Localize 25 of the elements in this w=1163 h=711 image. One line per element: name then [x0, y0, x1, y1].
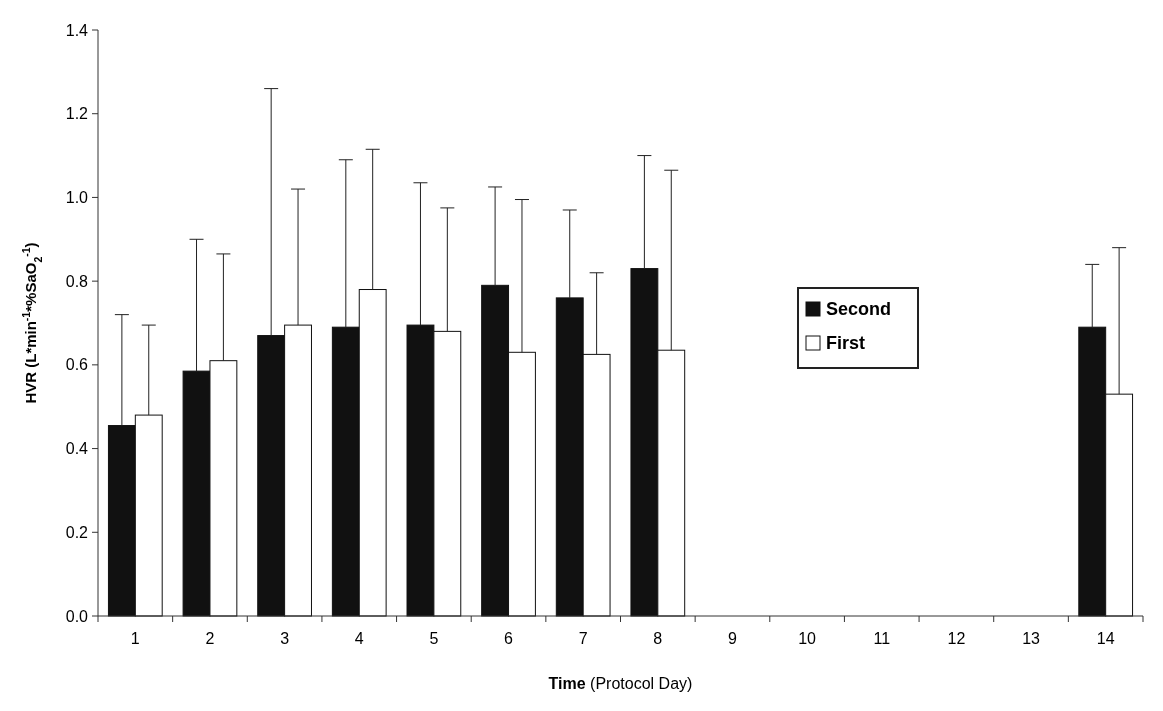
x-tick-label: 9	[728, 630, 738, 647]
y-tick-label: 0.8	[65, 272, 89, 290]
x-tick-label: 3	[280, 630, 290, 647]
legend-label: Second	[826, 299, 892, 320]
legend-label: First	[826, 333, 866, 354]
x-tick-label: 10	[798, 630, 817, 647]
y-tick-label: 0.0	[65, 607, 89, 625]
y-tick-label: 0.6	[65, 356, 89, 374]
y-tick-label: 1.0	[65, 189, 89, 207]
x-tick-label: 14	[1096, 630, 1115, 647]
x-tick-label: 13	[1022, 630, 1041, 647]
y-tick-label: 0.2	[65, 523, 89, 541]
y-tick-label: 1.4	[65, 21, 89, 39]
x-tick-label: 6	[504, 630, 514, 647]
x-tick-label: 11	[873, 630, 891, 647]
x-tick-label: 12	[947, 630, 966, 647]
x-tick-label: 2	[205, 630, 215, 647]
x-tick-label: 1	[130, 630, 140, 647]
x-tick-label: 5	[429, 630, 439, 647]
x-axis-title: Time (Protocol Day)	[548, 675, 693, 692]
y-tick-label: 1.2	[65, 105, 89, 123]
x-tick-label: 4	[354, 630, 364, 647]
x-tick-label: 7	[578, 630, 588, 647]
y-tick-label: 0.4	[65, 440, 89, 458]
x-tick-label: 8	[653, 630, 663, 647]
